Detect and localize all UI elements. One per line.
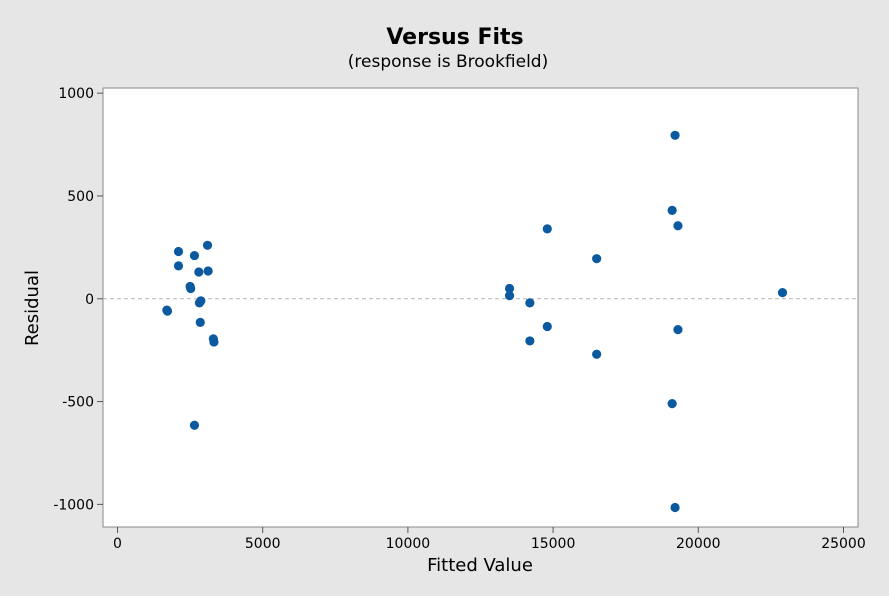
y-tick-label: 1000 [58, 86, 94, 102]
data-point [162, 306, 173, 316]
x-axis: 0 5000 10000 15000 20000 25000 [113, 527, 866, 552]
data-point [504, 291, 515, 301]
data-point [189, 250, 200, 261]
data-point [667, 205, 677, 215]
data-point [592, 349, 602, 359]
data-point [667, 399, 677, 409]
data-point [525, 336, 535, 346]
data-points [162, 130, 788, 513]
data-point [194, 267, 204, 277]
x-tick-label: 15000 [531, 536, 576, 552]
data-point [202, 240, 213, 250]
data-point [189, 420, 200, 430]
data-point [173, 246, 184, 257]
data-point [777, 287, 788, 298]
plot-area [102, 87, 859, 528]
data-point [670, 502, 680, 513]
data-point [195, 317, 205, 328]
data-point [670, 130, 680, 140]
x-tick-label: 20000 [676, 536, 721, 552]
data-point [542, 224, 552, 234]
data-point [673, 221, 683, 231]
x-axis-title: Fitted Value [427, 555, 533, 576]
x-tick-label: 10000 [386, 536, 431, 552]
chart-title: Versus Fits [386, 25, 523, 50]
data-point [196, 296, 206, 306]
data-point [173, 261, 184, 271]
y-tick-label: -500 [62, 395, 94, 411]
y-axis-title: Residual [22, 270, 43, 346]
x-tick-label: 0 [113, 536, 122, 552]
data-point [673, 325, 683, 335]
data-point [525, 298, 535, 308]
data-point [203, 266, 213, 276]
data-point [209, 337, 219, 347]
x-tick-label: 25000 [821, 536, 866, 552]
data-point [592, 254, 602, 264]
y-axis: -1000 -500 0 500 1000 [53, 86, 103, 513]
y-tick-label: 0 [85, 292, 94, 308]
data-point [186, 283, 196, 294]
y-tick-label: -1000 [53, 497, 94, 513]
data-point [542, 321, 552, 332]
y-tick-label: 500 [67, 189, 94, 205]
chart-subtitle: (response is Brookfield) [348, 52, 548, 72]
x-tick-label: 5000 [245, 536, 281, 552]
data-point [504, 283, 515, 294]
